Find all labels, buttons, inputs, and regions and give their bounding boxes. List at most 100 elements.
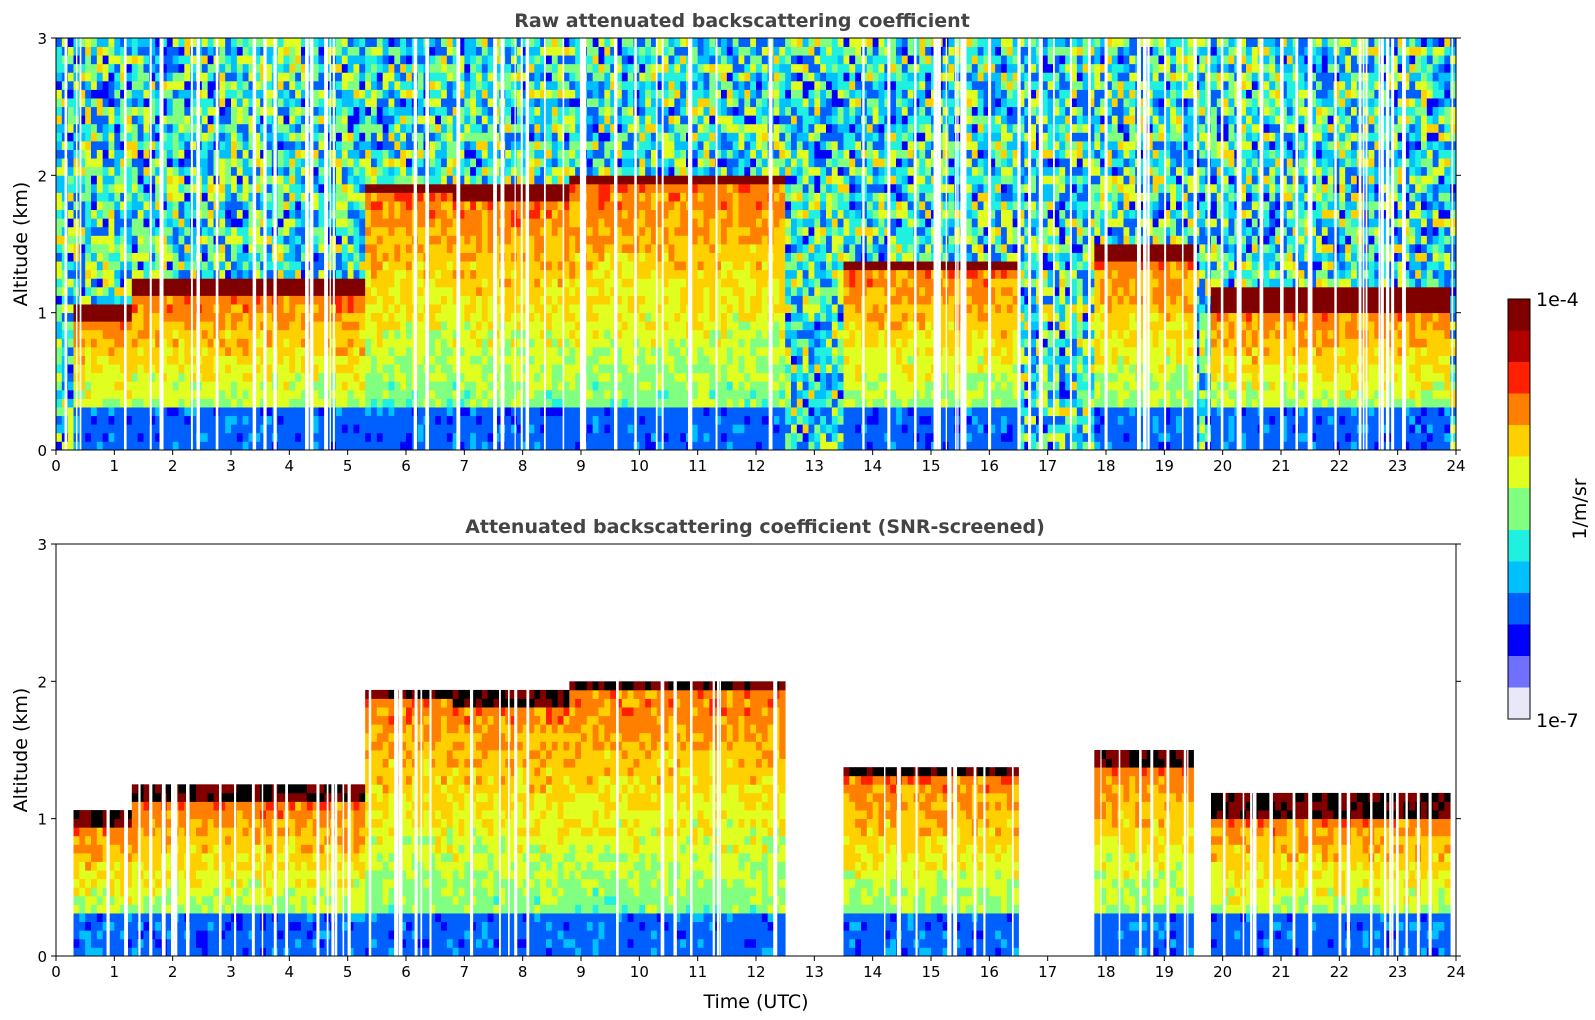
heatmap-cell xyxy=(540,278,547,288)
heatmap-cell xyxy=(56,424,63,434)
heatmap-cell xyxy=(464,89,471,99)
heatmap-cell xyxy=(388,89,395,99)
heatmap-cell xyxy=(429,252,436,262)
heatmap-cell xyxy=(126,424,133,434)
heatmap-cell xyxy=(207,321,214,331)
heatmap-cell xyxy=(236,407,244,417)
heatmap-cell xyxy=(295,347,302,356)
heatmap-cell xyxy=(656,432,664,442)
heatmap-cell xyxy=(201,201,209,211)
heatmap-cell xyxy=(184,295,191,305)
heatmap-cell xyxy=(464,381,471,391)
heatmap-cell xyxy=(114,158,121,168)
heatmap-cell xyxy=(627,252,634,262)
heatmap-cell xyxy=(219,158,226,168)
heatmap-cell xyxy=(505,321,512,331)
heatmap-cell xyxy=(406,372,413,382)
heatmap-cell xyxy=(126,415,133,425)
heatmap-cell xyxy=(318,80,325,90)
heatmap-cell xyxy=(441,141,448,150)
heatmap-cell xyxy=(476,415,483,425)
heatmap-cell xyxy=(108,321,115,331)
heatmap-cell xyxy=(592,424,599,434)
heatmap-cell xyxy=(301,226,308,236)
heatmap-cell xyxy=(231,355,238,365)
heatmap-cell xyxy=(201,98,209,108)
heatmap-cell xyxy=(376,235,384,245)
heatmap-cell xyxy=(446,46,454,56)
heatmap-cell xyxy=(639,192,646,202)
heatmap-cell xyxy=(388,166,395,176)
heatmap-cell xyxy=(516,424,524,434)
heatmap-cell xyxy=(563,295,570,305)
heatmap-cell xyxy=(621,132,629,142)
heatmap-cell xyxy=(371,407,378,417)
heatmap-cell xyxy=(645,149,652,159)
heatmap-cell xyxy=(476,98,483,108)
heatmap-cell xyxy=(592,286,599,296)
heatmap-cell xyxy=(569,407,576,417)
heatmap-cell xyxy=(201,106,209,116)
heatmap-cell xyxy=(301,372,308,382)
heatmap-cell xyxy=(178,183,185,193)
heatmap-cell xyxy=(452,329,459,339)
heatmap-cell xyxy=(143,132,150,142)
heatmap-cell xyxy=(131,295,139,305)
heatmap-cell xyxy=(172,106,179,116)
heatmap-cell xyxy=(546,278,553,288)
heatmap-cell xyxy=(347,269,354,279)
heatmap-cell xyxy=(429,175,436,185)
heatmap-cell xyxy=(266,115,273,125)
heatmap-cell xyxy=(260,218,267,228)
heatmap-cell xyxy=(592,252,599,262)
heatmap-cell xyxy=(406,381,413,391)
heatmap-cell xyxy=(149,269,156,279)
heatmap-cell xyxy=(161,286,168,296)
heatmap-cell xyxy=(85,424,92,434)
heatmap-cell xyxy=(505,244,512,253)
heatmap-cell xyxy=(546,226,553,236)
heatmap-cell xyxy=(429,106,436,116)
heatmap-cell xyxy=(225,80,232,90)
heatmap-cell xyxy=(102,235,109,245)
heatmap-cell xyxy=(516,80,524,90)
heatmap-cell xyxy=(91,432,98,442)
heatmap-cell xyxy=(143,209,150,219)
heatmap-cell xyxy=(371,278,378,288)
heatmap-cell xyxy=(120,286,127,296)
heatmap-cell xyxy=(318,141,325,150)
heatmap-cell xyxy=(371,38,378,47)
heatmap-cell xyxy=(131,175,139,185)
heatmap-cell xyxy=(452,72,459,82)
heatmap-cell xyxy=(470,183,477,193)
heatmap-cell xyxy=(79,218,86,228)
heatmap-cell xyxy=(551,347,559,356)
heatmap-cell xyxy=(102,123,109,133)
heatmap-cell xyxy=(534,304,541,314)
heatmap-cell xyxy=(388,278,395,288)
heatmap-cell xyxy=(557,149,564,159)
heatmap-cell xyxy=(359,55,366,65)
heatmap-cell xyxy=(569,141,576,150)
heatmap-cell xyxy=(586,286,594,296)
heatmap-cell xyxy=(458,72,465,82)
heatmap-cell xyxy=(225,295,232,305)
heatmap-cell xyxy=(528,166,535,176)
heatmap-cell xyxy=(248,355,255,365)
heatmap-cell xyxy=(604,235,611,245)
heatmap-cell xyxy=(458,106,465,116)
heatmap-cell xyxy=(131,158,139,168)
heatmap-cell xyxy=(388,329,395,339)
heatmap-cell xyxy=(417,123,424,133)
heatmap-cell xyxy=(446,123,454,133)
heatmap-cell xyxy=(616,389,623,399)
heatmap-cell xyxy=(656,132,664,142)
heatmap-cell xyxy=(505,38,512,47)
heatmap-cell xyxy=(336,355,343,365)
heatmap-cell xyxy=(85,244,92,253)
heatmap-cell xyxy=(155,286,162,296)
heatmap-cell xyxy=(592,261,599,271)
heatmap-cell xyxy=(166,415,174,425)
heatmap-cell xyxy=(441,38,448,47)
